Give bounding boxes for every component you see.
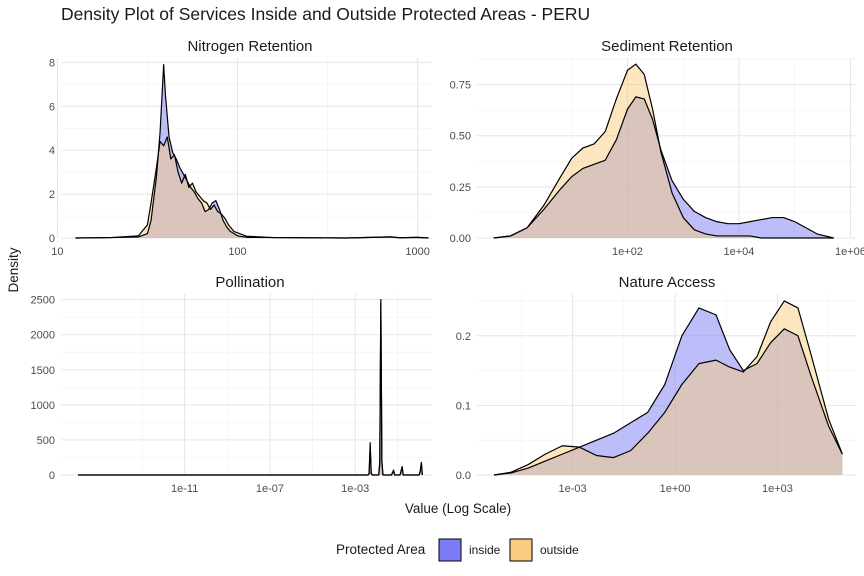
y-tick-label: 0 bbox=[49, 233, 55, 245]
y-tick-label: 0.0 bbox=[456, 470, 471, 482]
density-area-outside bbox=[493, 64, 834, 238]
y-tick-label: 6 bbox=[49, 101, 55, 113]
legend-label-inside: inside bbox=[469, 543, 501, 557]
legend-label-outside: outside bbox=[540, 543, 579, 557]
panel-nature-access: 1e-03 1e+00 1e+03 0.0 0.1 0.2 Nature Access bbox=[456, 274, 856, 495]
x-tick-label: 1e-03 bbox=[559, 483, 587, 495]
x-tick-label: 1e+00 bbox=[660, 483, 691, 495]
density-line-outside bbox=[78, 302, 424, 476]
y-tick-label: 0.00 bbox=[450, 233, 471, 245]
density-area-outside bbox=[494, 300, 843, 475]
panel-nitrogen-retention: 10 100 1000 0 2 4 6 8 Nitrogen Retention bbox=[49, 38, 432, 258]
x-tick-label: 1e-11 bbox=[171, 483, 198, 495]
y-tick-label: 0.75 bbox=[450, 80, 471, 92]
y-tick-label: 0 bbox=[49, 470, 55, 482]
y-tick-label: 2000 bbox=[31, 330, 55, 342]
legend-key-outside bbox=[509, 538, 533, 562]
legend-title: Protected Area bbox=[336, 542, 426, 557]
x-tick-label: 10 bbox=[51, 246, 63, 258]
panel-title: Nitrogen Retention bbox=[187, 38, 312, 55]
density-line-outside bbox=[75, 136, 429, 239]
x-tick-label: 1e-07 bbox=[256, 483, 284, 495]
panel-title: Pollination bbox=[215, 274, 284, 291]
density-line-inside bbox=[75, 63, 429, 239]
density-line-outside bbox=[493, 300, 843, 476]
x-axis-title: Value (Log Scale) bbox=[405, 501, 511, 516]
x-tick-label: 100 bbox=[228, 246, 246, 258]
figure-title: Density Plot of Services Inside and Outs… bbox=[61, 4, 590, 24]
density-line-inside bbox=[493, 307, 843, 476]
x-tick-label: 1e-03 bbox=[341, 483, 369, 495]
y-tick-label: 0.50 bbox=[450, 131, 471, 143]
x-tick-label: 1000 bbox=[405, 246, 429, 258]
y-tick-label: 1500 bbox=[31, 365, 55, 377]
density-area-inside bbox=[75, 64, 429, 238]
y-tick-label: 0.25 bbox=[450, 182, 471, 194]
y-tick-label: 2500 bbox=[31, 295, 55, 307]
x-tick-label: 1e+06 bbox=[835, 246, 864, 258]
y-tick-label: 4 bbox=[49, 145, 55, 157]
y-tick-label: 1000 bbox=[31, 400, 55, 412]
y-tick-label: 0.1 bbox=[456, 400, 471, 412]
y-tick-label: 0.2 bbox=[456, 331, 471, 343]
panel-pollination: 1e-11 1e-07 1e-03 0 500 1000 1500 2000 2500 Polli… bbox=[31, 274, 432, 495]
legend-key-inside bbox=[438, 538, 462, 562]
panel-sediment-retention: 1e+02 1e+04 1e+06 0.00 0.25 0.50 0.75 Sediment … bbox=[450, 38, 864, 258]
x-tick-label: 1e+02 bbox=[612, 246, 643, 258]
density-line-outside bbox=[493, 63, 834, 239]
y-tick-label: 500 bbox=[37, 435, 55, 447]
panel-title: Sediment Retention bbox=[601, 38, 733, 55]
panel-title: Nature Access bbox=[619, 274, 716, 291]
density-area-outside bbox=[75, 137, 429, 238]
x-tick-label: 1e+03 bbox=[762, 483, 793, 495]
density-line-inside bbox=[493, 96, 834, 239]
x-tick-label: 1e+04 bbox=[724, 246, 755, 258]
legend: Protected Area inside outside bbox=[336, 538, 579, 562]
y-tick-label: 8 bbox=[49, 57, 55, 69]
y-tick-label: 2 bbox=[49, 189, 55, 201]
y-axis-title: Density bbox=[6, 247, 21, 292]
